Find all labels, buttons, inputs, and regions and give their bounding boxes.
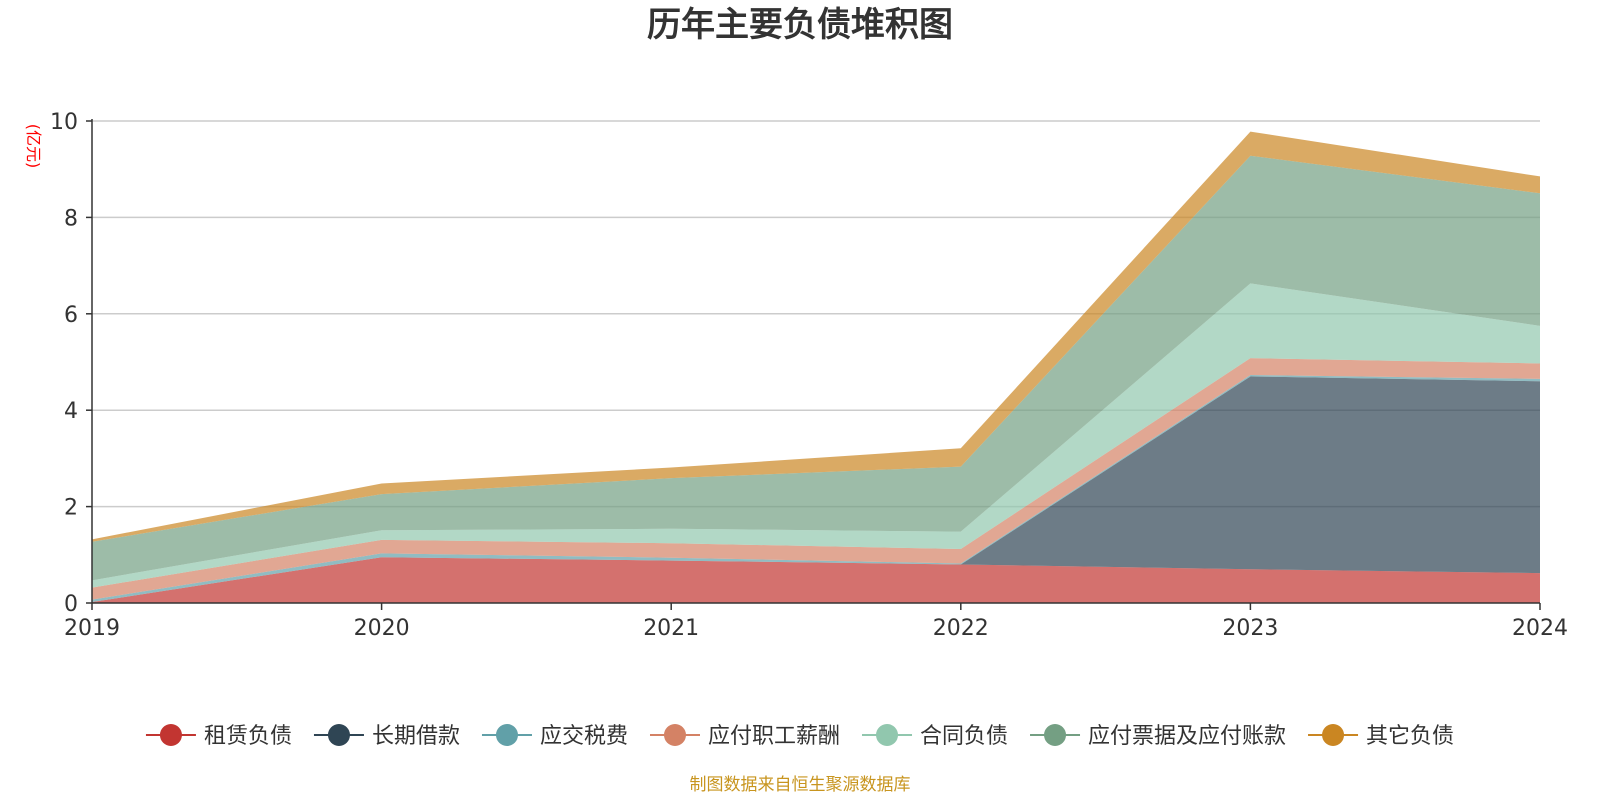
legend-circle-icon (1044, 724, 1067, 746)
area-series-2 (92, 375, 1540, 603)
x-tick-label: 2023 (1222, 616, 1278, 641)
data-source-note: 制图数据来自恒生聚源数据库 (690, 775, 911, 795)
y-tick-label: 4 (64, 399, 78, 424)
axes: 0 2 4 6 8 10 2019 2020 2021 2022 2023 2024 (50, 110, 1568, 641)
x-tick-label: 2021 (643, 616, 699, 641)
x-tick-label: 2020 (354, 616, 410, 641)
legend-item-5[interactable]: 应付票据及应付账款 (1030, 724, 1286, 749)
area-series-6 (92, 131, 1540, 542)
y-tick-label: 2 (64, 496, 78, 521)
legend-label: 租赁负债 (204, 724, 292, 749)
legend-label: 长期借款 (372, 724, 460, 749)
area-series-3 (92, 358, 1540, 600)
area-series-1 (92, 376, 1540, 603)
legend-item-1[interactable]: 长期借款 (313, 724, 460, 749)
x-tick-label: 2024 (1512, 616, 1568, 641)
legend-circle-icon (327, 724, 350, 746)
legend-label: 合同负债 (920, 724, 1008, 749)
y-tick-label: 0 (64, 592, 78, 617)
legend-circle-icon (1322, 724, 1345, 746)
area-series-group (92, 131, 1540, 603)
y-tick-label: 6 (64, 303, 78, 328)
area-series-4 (92, 283, 1540, 588)
legend-item-3[interactable]: 应付职工薪酬 (649, 724, 840, 749)
legend-circle-icon (495, 724, 518, 746)
legend-circle-icon (663, 724, 686, 746)
legend-item-2[interactable]: 应交税费 (481, 724, 628, 749)
x-tick-label: 2022 (933, 616, 989, 641)
y-tick-label: 10 (50, 110, 78, 135)
legend-item-6[interactable]: 其它负债 (1308, 724, 1454, 749)
legend: 租赁负债 长期借款 应交税费 应付职工薪酬 合同负债 应付票据及应付账款 其它负债 (145, 724, 1454, 749)
legend-circle-icon (159, 724, 182, 746)
legend-item-4[interactable]: 合同负债 (862, 724, 1008, 749)
x-tick-label: 2019 (64, 616, 120, 641)
legend-label: 应付票据及应付账款 (1088, 724, 1286, 749)
legend-item-0[interactable]: 租赁负债 (145, 724, 292, 749)
chart-title: 历年主要负债堆积图 (647, 5, 953, 45)
legend-label: 应付职工薪酬 (708, 724, 840, 749)
legend-label: 应交税费 (540, 724, 628, 749)
area-series-0 (92, 557, 1540, 603)
legend-label: 其它负债 (1366, 724, 1454, 749)
y-tick-label: 8 (64, 206, 78, 231)
area-series-5 (92, 155, 1540, 581)
y-axis-unit-label: (亿元) (24, 124, 43, 169)
legend-circle-icon (876, 724, 899, 746)
